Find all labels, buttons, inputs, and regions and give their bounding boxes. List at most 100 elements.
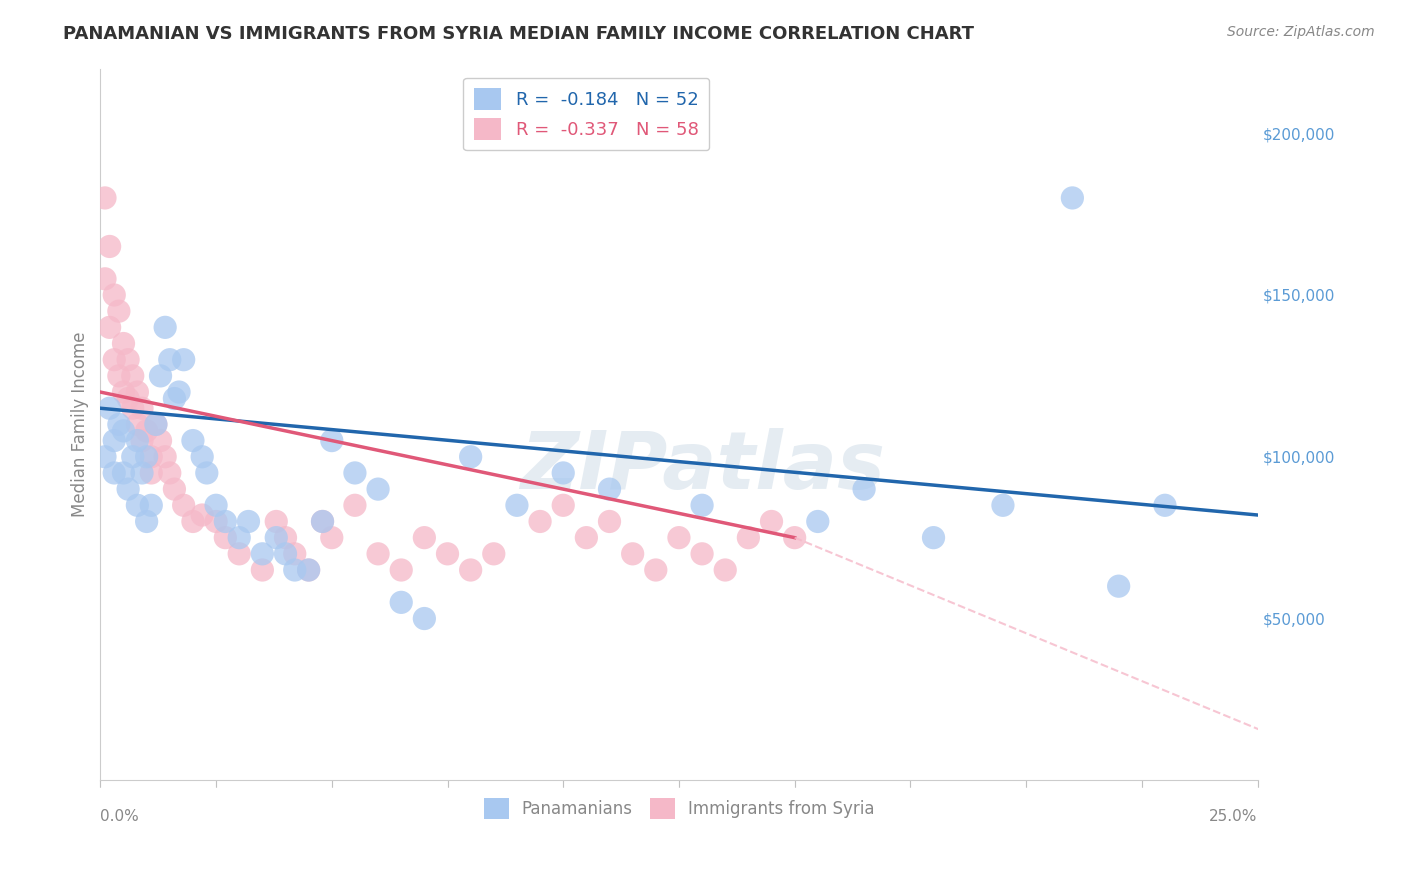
Point (367, 547, 389, 561)
Point (127, 434, 149, 448)
Point (621, 547, 644, 561)
Point (131, 466, 153, 480)
Point (298, 563, 321, 577)
Point (121, 368, 143, 383)
Point (311, 515, 333, 529)
Point (460, 563, 482, 577)
Point (644, 563, 666, 577)
Point (135, 515, 157, 529)
Point (191, 450, 214, 464)
Point (1062, 191, 1084, 205)
Point (264, 515, 287, 529)
Point (127, 385, 149, 400)
Point (127, 417, 149, 432)
Point (252, 547, 274, 561)
Point (149, 368, 172, 383)
Y-axis label: Median Family Income: Median Family Income (72, 332, 89, 517)
Point (529, 515, 551, 529)
Point (1108, 579, 1130, 593)
Point (94, 191, 117, 205)
Point (761, 515, 783, 529)
Point (145, 417, 167, 432)
Point (413, 531, 436, 545)
Point (553, 498, 575, 512)
Point (298, 563, 321, 577)
Point (108, 304, 131, 318)
Point (173, 352, 195, 367)
Point (112, 424, 135, 438)
Point (131, 401, 153, 416)
Point (205, 515, 228, 529)
Point (214, 515, 236, 529)
Point (599, 515, 621, 529)
Point (103, 352, 125, 367)
Point (135, 424, 157, 438)
Point (252, 563, 274, 577)
Point (108, 417, 131, 432)
Point (181, 515, 204, 529)
Point (389, 563, 412, 577)
Point (436, 547, 458, 561)
Point (153, 450, 176, 464)
Point (98, 401, 121, 416)
Point (690, 547, 713, 561)
Point (103, 434, 125, 448)
Point (163, 482, 186, 496)
Point (343, 466, 366, 480)
Point (714, 563, 737, 577)
Point (228, 547, 250, 561)
Point (117, 482, 139, 496)
Point (1154, 498, 1177, 512)
Point (991, 498, 1014, 512)
Point (506, 498, 529, 512)
Point (173, 498, 195, 512)
Point (195, 466, 218, 480)
Point (117, 392, 139, 406)
Point (131, 434, 153, 448)
Point (112, 385, 135, 400)
Point (117, 352, 139, 367)
Point (690, 498, 713, 512)
Point (807, 515, 830, 529)
Point (112, 466, 135, 480)
Point (413, 611, 436, 625)
Point (141, 466, 163, 480)
Point (103, 288, 125, 302)
Point (181, 434, 204, 448)
Point (141, 498, 163, 512)
Point (149, 434, 172, 448)
Point (389, 595, 412, 609)
Point (460, 450, 482, 464)
Point (264, 531, 287, 545)
Point (274, 547, 297, 561)
Legend: Panamanians, Immigrants from Syria: Panamanians, Immigrants from Syria (477, 792, 882, 825)
Point (98, 320, 121, 334)
Point (284, 563, 307, 577)
Point (599, 482, 621, 496)
Text: 0.0%: 0.0% (100, 809, 139, 824)
Point (145, 417, 167, 432)
Point (98, 239, 121, 253)
Text: ZIPatlas: ZIPatlas (520, 428, 884, 506)
Point (112, 336, 135, 351)
Point (141, 450, 163, 464)
Point (108, 368, 131, 383)
Point (159, 352, 181, 367)
Point (311, 515, 333, 529)
Point (321, 531, 343, 545)
Point (228, 531, 250, 545)
Point (343, 498, 366, 512)
Point (783, 531, 806, 545)
Point (153, 320, 176, 334)
Point (94, 450, 117, 464)
Point (135, 450, 157, 464)
Point (214, 531, 236, 545)
Point (853, 482, 876, 496)
Point (159, 466, 181, 480)
Point (191, 508, 214, 522)
Point (737, 531, 759, 545)
Point (274, 531, 297, 545)
Point (284, 547, 307, 561)
Point (127, 498, 149, 512)
Point (668, 531, 690, 545)
